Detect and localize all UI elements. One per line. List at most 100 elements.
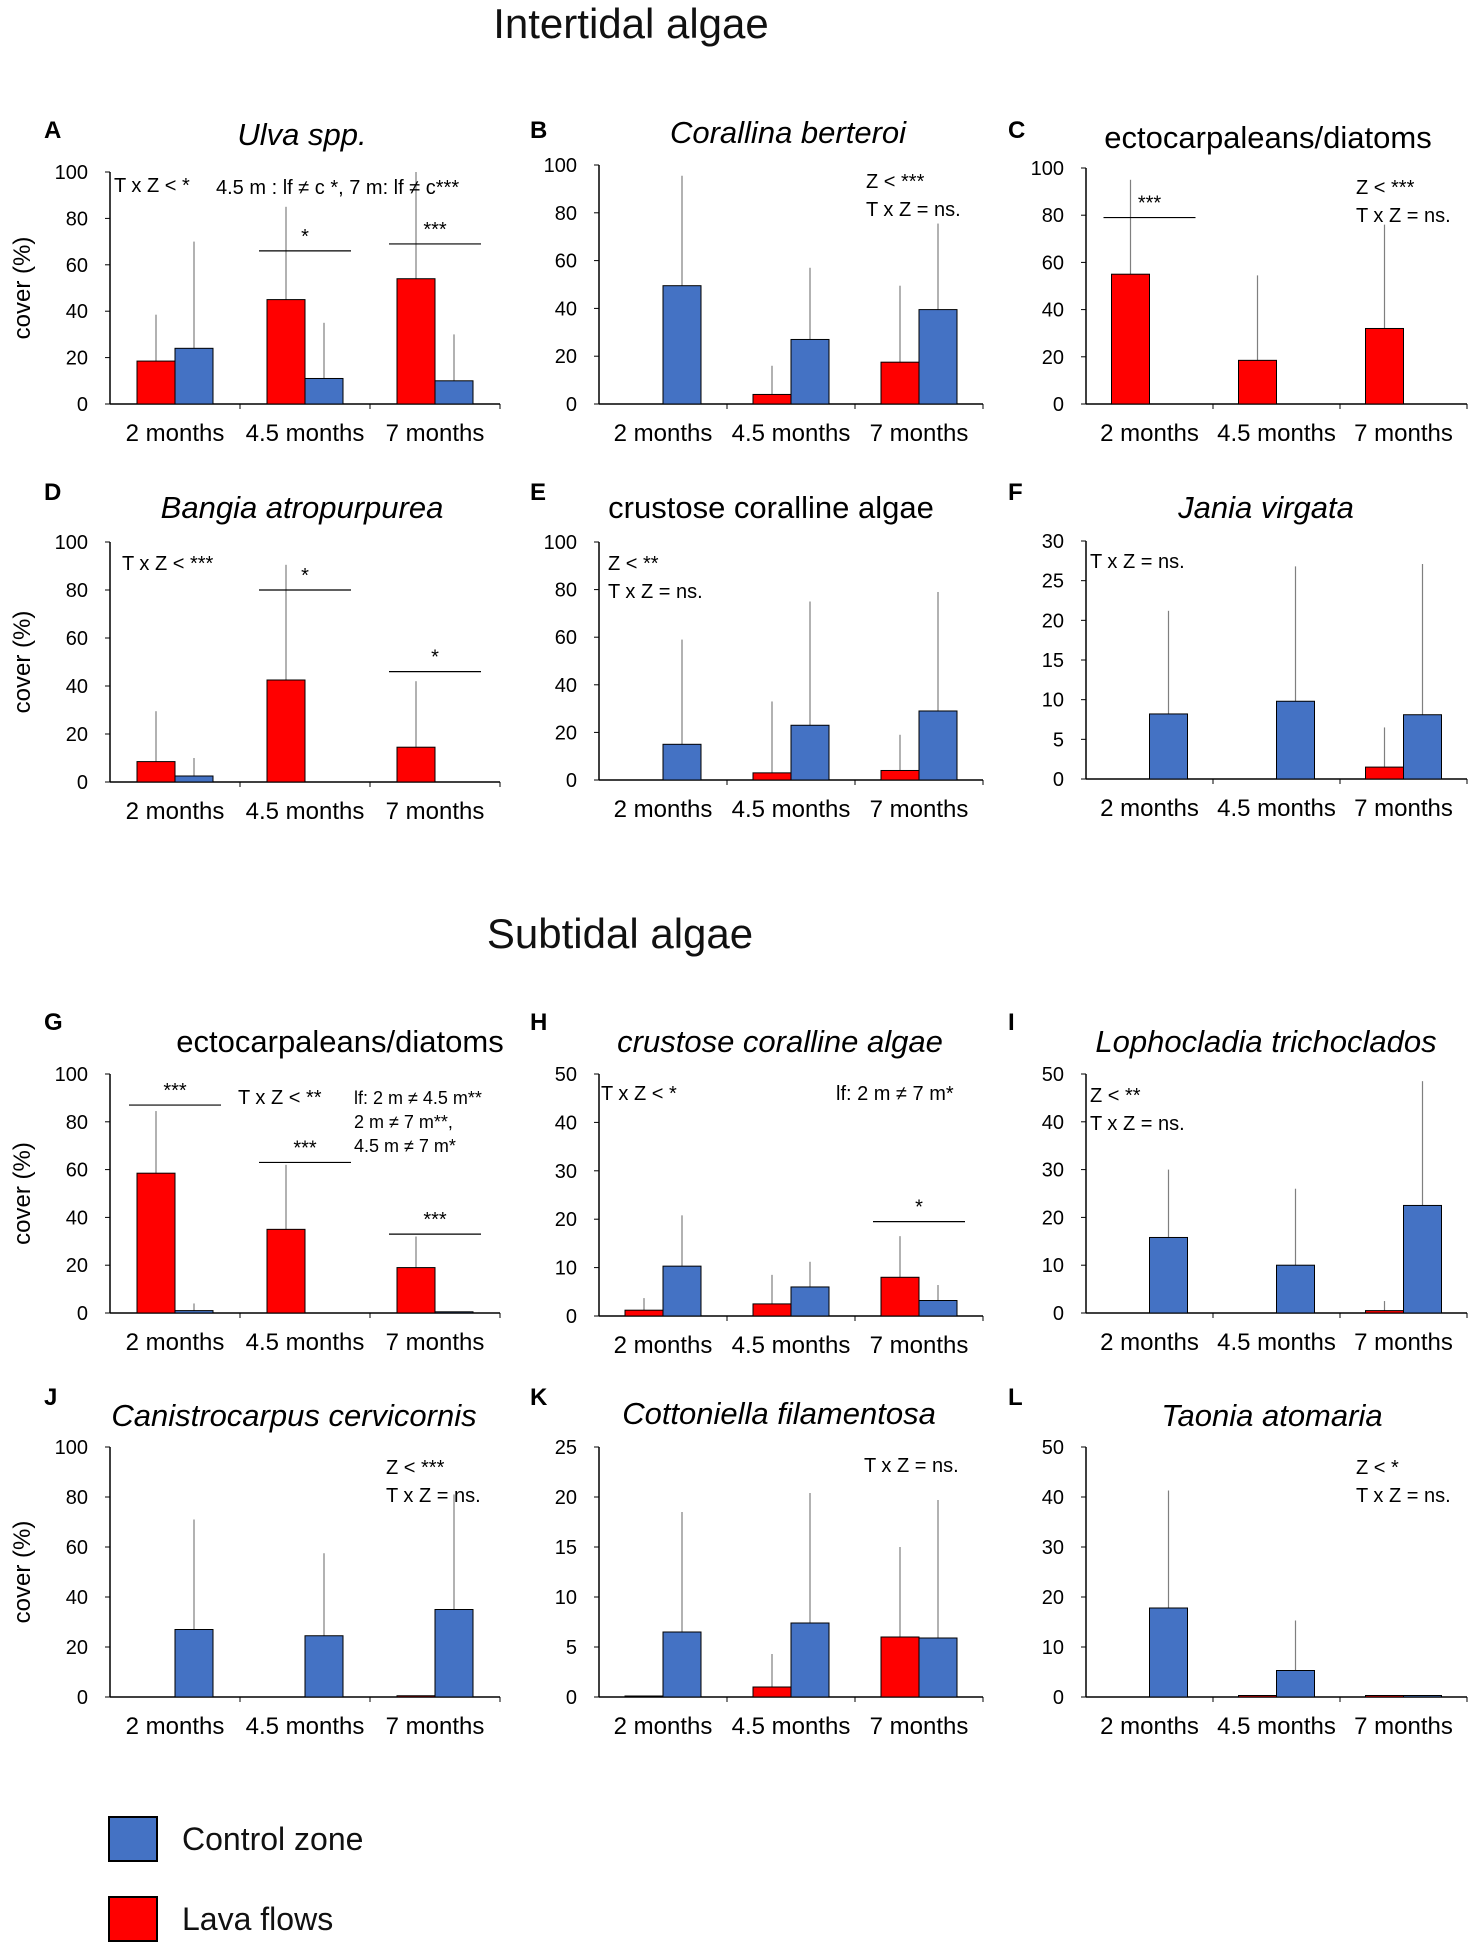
panel-g-ytick-label: 20 [66,1255,88,1277]
panel-h-xtick-label: 7 months [870,1332,969,1359]
subtidal-section-title: Subtidal algae [486,910,754,957]
panel-e-ytick-label: 100 [544,532,577,554]
panel-c-xtick-label: 4.5 months [1217,420,1336,447]
panel-a-xtick-label: 7 months [386,420,485,447]
intertidal-section-title: Intertidal algae [493,0,769,47]
panel-i-ytick-label: 40 [1042,1112,1064,1134]
panel-a-sig-label: * [301,226,309,248]
panel-h-bar-lava [880,1276,920,1317]
panel-l-bar-control [1403,1695,1442,1698]
panel-h-ytick-label: 40 [555,1112,577,1134]
panel-k-ytick-label: 5 [566,1637,577,1659]
panel-k-bar-control [662,1631,702,1698]
panel-a-xtick-label: 2 months [126,420,225,447]
panel-c-stat-annotation: Z < *** [1356,177,1415,199]
panel-k-xtick-label: 4.5 months [732,1713,851,1740]
panel-g-ytick-label: 0 [77,1303,88,1325]
panel-g-sig-label: *** [293,1137,317,1159]
panel-i-ytick-label: 50 [1042,1064,1064,1086]
panel-a-ytick-label: 80 [66,208,88,230]
panel-a-bar-control [434,380,474,405]
panel-e-stat-annotation: T x Z = ns. [608,581,703,603]
panel-f-bar-control [1276,700,1315,780]
panel-f-stat-annotation: T x Z = ns. [1090,551,1185,573]
panel-e-ytick-label: 80 [555,580,577,602]
panel-a-ytick-label: 100 [55,162,88,184]
panel-a-stat-annotation: T x Z < * [114,175,190,197]
panel-j-bar-lava [396,1695,436,1698]
panel-e-stat-annotation: Z < ** [608,553,659,575]
panel-g-ytick-label: 80 [66,1112,88,1134]
legend-swatch-lava [108,1896,158,1942]
panel-i-xtick-label: 2 months [1100,1329,1199,1356]
panel-d-bar-lava [396,746,436,783]
panel-b-stat-annotation: Z < *** [866,171,925,193]
panel-k-ytick-label: 25 [555,1437,577,1459]
panel-g-bar-lava [266,1228,306,1314]
panel-d-ytick-label: 80 [66,580,88,602]
panel-c-ytick-label: 20 [1042,347,1064,369]
panel-k-ytick-label: 10 [555,1587,577,1609]
panel-f-ytick-label: 30 [1042,531,1064,553]
panel-i-xtick-label: 4.5 months [1217,1329,1336,1356]
panel-b-ytick-label: 40 [555,298,577,320]
panel-h-sig-label: * [915,1197,923,1219]
panel-b-ytick-label: 60 [555,251,577,273]
panel-f-ytick-label: 0 [1053,769,1064,791]
panel-k-ytick-label: 20 [555,1487,577,1509]
panel-e-ytick-label: 0 [566,770,577,792]
panel-a-sig-label: *** [423,219,447,241]
panel-a-ytick-label: 60 [66,255,88,277]
panel-e-bar-control [662,743,702,781]
panel-k-xtick-label: 2 months [614,1713,713,1740]
panel-f-ytick-label: 5 [1053,729,1064,751]
panel-a-letter: A [44,117,61,144]
panel-j-ytick-label: 100 [55,1437,88,1459]
panel-h-bar-control [918,1300,958,1317]
panel-b-ytick-label: 80 [555,203,577,225]
panel-h-bar-lava [624,1309,664,1317]
panel-j-stat-annotation: T x Z = ns. [386,1485,481,1507]
panel-l-ytick-label: 50 [1042,1437,1064,1459]
panel-d-xtick-label: 7 months [386,798,485,825]
panel-l-ytick-label: 20 [1042,1587,1064,1609]
panel-h-title: crustose coralline algae [617,1024,943,1059]
panel-l-xtick-label: 2 months [1100,1713,1199,1740]
panel-j-letter: J [44,1384,57,1411]
panel-k-bar-lava [880,1636,920,1698]
panel-b-letter: B [530,117,547,144]
panel-k-bar-lava [752,1686,792,1698]
panel-c-ytick-label: 80 [1042,205,1064,227]
panel-l-ytick-label: 0 [1053,1687,1064,1709]
panel-b-bar-control [790,338,830,405]
panel-j-ytick-label: 80 [66,1487,88,1509]
panel-l-title: Taonia atomaria [1161,1398,1382,1433]
legend-item-lava: Lava flows [108,1893,363,1945]
panel-c-bar-lava [1365,327,1404,405]
panel-d-sig-label: * [301,565,309,587]
panel-a-title: Ulva spp. [237,117,366,152]
panel-h-ytick-label: 30 [555,1161,577,1183]
panel-c-bar-lava [1111,273,1150,405]
panel-h-bar-control [790,1286,830,1317]
panel-a-bar-lava [136,360,176,405]
panel-f-ytick-label: 15 [1042,650,1064,672]
panel-h-ytick-label: 0 [566,1306,577,1328]
panel-a-xtick-label: 4.5 months [246,420,365,447]
panel-e-ytick-label: 20 [555,722,577,744]
legend-item-control: Control zone [108,1813,363,1865]
panel-g-stat-annotation: 2 m ≠ 7 m**, [354,1112,453,1132]
panel-f-ytick-label: 25 [1042,571,1064,593]
panel-g-title: ectocarpaleans/diatoms [176,1024,503,1059]
panel-l-ytick-label: 30 [1042,1537,1064,1559]
panel-i-letter: I [1008,1009,1015,1036]
panel-e-ytick-label: 40 [555,675,577,697]
panel-g-bar-control [174,1310,214,1314]
panel-h-bar-lava [752,1303,792,1317]
panel-l-letter: L [1008,1384,1023,1411]
panel-e-xtick-label: 7 months [870,796,969,823]
panel-g-letter: G [44,1009,63,1036]
panel-i-stat-annotation: Z < ** [1090,1085,1141,1107]
legend-swatch-control [108,1816,158,1862]
